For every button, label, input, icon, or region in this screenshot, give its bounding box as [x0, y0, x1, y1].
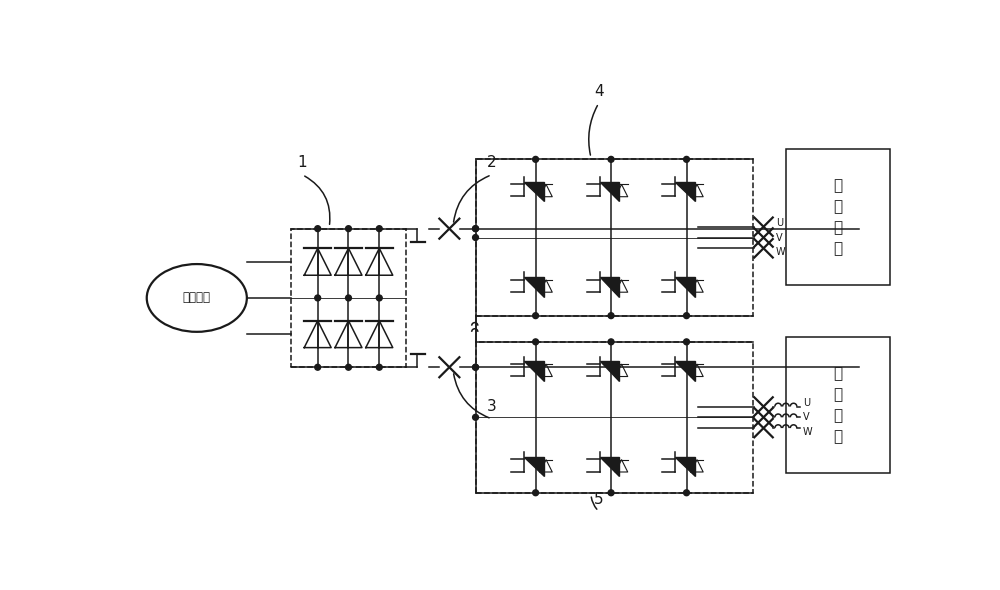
Circle shape [473, 226, 478, 232]
Circle shape [315, 364, 321, 370]
Text: 辅
助
设
备: 辅 助 设 备 [833, 366, 842, 444]
Circle shape [533, 313, 539, 319]
Circle shape [346, 364, 351, 370]
Circle shape [473, 414, 478, 420]
Circle shape [376, 364, 382, 370]
Polygon shape [600, 182, 619, 201]
Circle shape [608, 339, 614, 345]
Circle shape [608, 490, 614, 496]
Text: 1: 1 [297, 155, 307, 170]
Circle shape [473, 364, 478, 370]
Text: 牵
引
设
备: 牵 引 设 备 [833, 178, 842, 256]
Circle shape [684, 156, 689, 162]
Text: 主发电机: 主发电机 [183, 291, 211, 304]
Polygon shape [675, 457, 695, 476]
Polygon shape [524, 457, 544, 476]
Circle shape [315, 226, 321, 232]
Circle shape [473, 226, 478, 232]
Circle shape [608, 156, 614, 162]
Polygon shape [600, 457, 619, 476]
Text: U
V
W: U V W [776, 218, 785, 257]
Polygon shape [675, 277, 695, 297]
Polygon shape [600, 362, 619, 381]
Polygon shape [524, 277, 544, 297]
Text: U
V
W: U V W [803, 398, 812, 437]
Polygon shape [600, 277, 619, 297]
Circle shape [346, 226, 351, 232]
Circle shape [376, 295, 382, 301]
Circle shape [376, 226, 382, 232]
Polygon shape [675, 362, 695, 381]
Circle shape [684, 490, 689, 496]
Polygon shape [524, 362, 544, 381]
Circle shape [533, 339, 539, 345]
Circle shape [473, 364, 478, 370]
Circle shape [533, 156, 539, 162]
Circle shape [684, 313, 689, 319]
Text: 5: 5 [594, 491, 604, 507]
Circle shape [533, 490, 539, 496]
Circle shape [346, 295, 351, 301]
Circle shape [315, 295, 321, 301]
Polygon shape [524, 182, 544, 201]
Text: 3: 3 [487, 399, 497, 414]
Text: 2: 2 [487, 155, 497, 170]
Circle shape [608, 313, 614, 319]
Circle shape [473, 235, 478, 241]
Text: 4: 4 [594, 84, 604, 99]
Polygon shape [675, 182, 695, 201]
Circle shape [684, 339, 689, 345]
